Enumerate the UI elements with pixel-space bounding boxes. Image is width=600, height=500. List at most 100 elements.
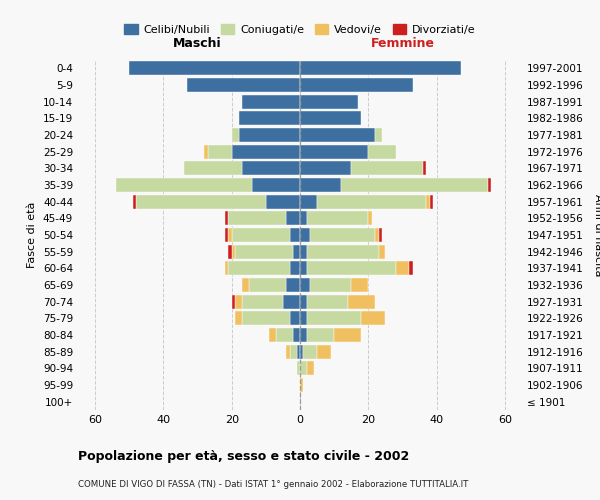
Bar xyxy=(351,278,368,292)
Bar xyxy=(235,294,242,308)
Text: Femmine: Femmine xyxy=(370,37,434,50)
Bar xyxy=(300,161,351,176)
Bar xyxy=(232,128,239,142)
Bar xyxy=(228,244,232,259)
Bar xyxy=(348,294,375,308)
Bar xyxy=(242,161,300,176)
Bar xyxy=(300,278,310,292)
Bar xyxy=(300,244,307,259)
Bar xyxy=(310,228,375,242)
Bar xyxy=(239,112,300,126)
Bar xyxy=(228,211,286,226)
Bar xyxy=(300,128,375,142)
Bar xyxy=(310,278,351,292)
Bar xyxy=(375,228,379,242)
Bar xyxy=(409,261,413,276)
Bar xyxy=(334,328,361,342)
Bar xyxy=(341,178,488,192)
Bar xyxy=(300,361,307,376)
Bar xyxy=(208,144,232,159)
Y-axis label: Anni di nascita: Anni di nascita xyxy=(593,194,600,276)
Bar xyxy=(249,278,286,292)
Bar xyxy=(269,328,276,342)
Bar xyxy=(235,244,293,259)
Bar xyxy=(232,244,235,259)
Bar xyxy=(375,128,382,142)
Bar xyxy=(488,178,491,192)
Bar xyxy=(232,144,300,159)
Bar xyxy=(252,178,300,192)
Bar xyxy=(300,94,358,109)
Bar xyxy=(304,344,317,358)
Bar xyxy=(307,211,368,226)
Bar xyxy=(307,261,395,276)
Bar xyxy=(286,211,300,226)
Bar xyxy=(286,278,300,292)
Bar xyxy=(300,144,368,159)
Bar xyxy=(423,161,427,176)
Bar xyxy=(427,194,430,209)
Bar xyxy=(242,294,283,308)
Text: Maschi: Maschi xyxy=(173,37,222,50)
Bar xyxy=(232,294,235,308)
Bar xyxy=(242,311,290,326)
Bar xyxy=(395,261,409,276)
Bar xyxy=(225,261,228,276)
Bar xyxy=(300,211,307,226)
Legend: Celibi/Nubili, Coniugati/e, Vedovi/e, Divorziati/e: Celibi/Nubili, Coniugati/e, Vedovi/e, Di… xyxy=(120,20,480,40)
Bar xyxy=(184,161,242,176)
Bar xyxy=(300,378,304,392)
Bar xyxy=(300,61,461,76)
Bar xyxy=(317,344,331,358)
Bar xyxy=(116,178,252,192)
Bar xyxy=(232,228,290,242)
Bar xyxy=(290,311,300,326)
Bar xyxy=(351,161,423,176)
Bar xyxy=(307,311,361,326)
Bar xyxy=(290,261,300,276)
Bar xyxy=(293,244,300,259)
Bar xyxy=(239,128,300,142)
Text: COMUNE DI VIGO DI FASSA (TN) - Dati ISTAT 1° gennaio 2002 - Elaborazione TUTTITA: COMUNE DI VIGO DI FASSA (TN) - Dati ISTA… xyxy=(78,480,469,489)
Bar xyxy=(293,328,300,342)
Bar xyxy=(307,294,348,308)
Bar xyxy=(379,244,385,259)
Bar xyxy=(368,211,372,226)
Bar xyxy=(228,261,290,276)
Bar xyxy=(379,228,382,242)
Bar xyxy=(133,194,136,209)
Bar xyxy=(307,244,379,259)
Bar xyxy=(430,194,433,209)
Bar xyxy=(290,228,300,242)
Bar xyxy=(300,112,361,126)
Bar xyxy=(296,344,300,358)
Bar xyxy=(300,178,341,192)
Bar xyxy=(283,294,300,308)
Bar xyxy=(205,144,208,159)
Bar xyxy=(290,344,296,358)
Bar xyxy=(136,194,266,209)
Bar xyxy=(300,261,307,276)
Bar xyxy=(286,344,290,358)
Bar xyxy=(276,328,293,342)
Bar xyxy=(361,311,385,326)
Bar xyxy=(300,344,304,358)
Y-axis label: Fasce di età: Fasce di età xyxy=(28,202,37,268)
Bar xyxy=(242,94,300,109)
Bar xyxy=(266,194,300,209)
Text: Popolazione per età, sesso e stato civile - 2002: Popolazione per età, sesso e stato civil… xyxy=(78,450,409,463)
Bar xyxy=(235,311,242,326)
Bar xyxy=(317,194,427,209)
Bar xyxy=(129,61,300,76)
Bar xyxy=(300,228,310,242)
Bar xyxy=(187,78,300,92)
Bar xyxy=(307,361,314,376)
Bar xyxy=(368,144,395,159)
Bar xyxy=(296,361,300,376)
Bar xyxy=(300,311,307,326)
Bar xyxy=(242,278,249,292)
Bar xyxy=(307,328,334,342)
Bar xyxy=(300,194,317,209)
Bar xyxy=(225,228,228,242)
Bar xyxy=(300,294,307,308)
